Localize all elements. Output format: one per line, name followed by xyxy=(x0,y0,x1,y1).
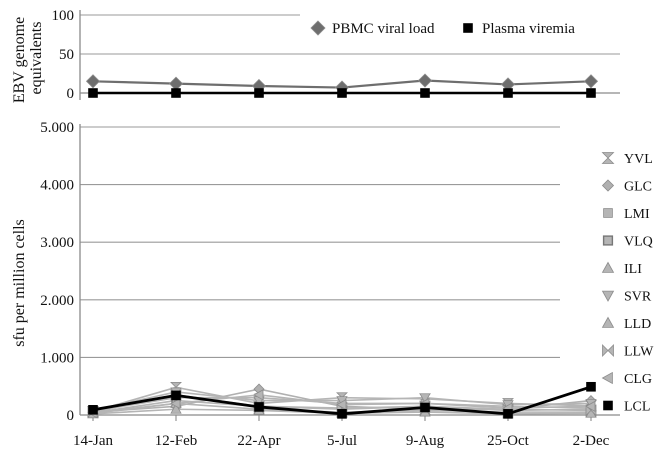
bottom-series-9-point-3 xyxy=(338,409,347,418)
top-panel: 0 50 100 EBV genome equivalents PBMC viral… xyxy=(11,8,620,103)
x-tick-label-5: 25-Oct xyxy=(487,433,529,449)
top-series-group xyxy=(87,74,598,97)
bottom-legend-label-6: LLD xyxy=(624,317,651,332)
top-series-1-point-3 xyxy=(338,89,347,98)
bottom-legend: YVL GLC LMI VLQ ILI SVR LLD LLW CLG LCL xyxy=(603,152,655,415)
top-legend-label-1: Plasma viremia xyxy=(482,21,575,37)
top-series-1-point-5 xyxy=(504,89,513,98)
bottom-y-tick-1: 1.000 xyxy=(40,350,74,366)
bottom-y-tick-labels: 0 1.000 2.000 3.000 4.000 5.000 xyxy=(40,120,74,424)
top-y-axis-label-line2: equivalents xyxy=(28,22,45,95)
bottom-legend-marker-7 xyxy=(603,345,614,356)
bottom-series-9-point-4 xyxy=(421,403,430,412)
x-tick-labels: 14-Jan 12-Feb 22-Apr 5-Jul 9-Aug 25-Oct 2-Dec xyxy=(73,433,610,449)
top-y-tick-100: 100 xyxy=(52,8,75,24)
bottom-legend-marker-1 xyxy=(603,180,614,191)
bottom-legend-label-9: LCL xyxy=(624,400,650,415)
bottom-gridlines xyxy=(80,127,560,357)
top-series-0-point-0 xyxy=(87,75,100,88)
bottom-legend-marker-8 xyxy=(603,373,613,384)
top-y-tick-0: 0 xyxy=(67,86,75,102)
bottom-legend-label-2: LMI xyxy=(624,207,650,222)
bottom-y-tick-2: 2.000 xyxy=(40,293,74,309)
top-series-1-point-4 xyxy=(421,89,430,98)
top-series-1-point-1 xyxy=(172,89,181,98)
bottom-legend-marker-2 xyxy=(604,209,613,218)
bottom-legend-marker-9 xyxy=(604,401,613,410)
x-tick-label-1: 12-Feb xyxy=(155,433,198,449)
top-legend: PBMC viral load Plasma viremia xyxy=(311,21,575,37)
x-tick-label-6: 2-Dec xyxy=(573,433,610,449)
top-y-axis-label-line1: EBV genome xyxy=(11,17,28,103)
bottom-panel: 0 1.000 2.000 3.000 4.000 5.000 sfu per milli… xyxy=(11,120,654,449)
bottom-y-tick-5: 5.000 xyxy=(40,120,74,136)
bottom-legend-label-4: ILI xyxy=(624,262,642,277)
bottom-legend-marker-3 xyxy=(604,236,613,245)
bottom-legend-label-3: VLQ xyxy=(624,235,653,250)
bottom-legend-label-7: LLW xyxy=(624,345,654,360)
top-y-tick-50: 50 xyxy=(59,47,74,63)
bottom-y-tick-3: 3.000 xyxy=(40,235,74,251)
figure: 0 50 100 EBV genome equivalents PBMC viral… xyxy=(0,0,663,452)
bottom-series-9-point-0 xyxy=(89,405,98,414)
top-legend-label-0: PBMC viral load xyxy=(332,21,435,37)
bottom-legend-marker-5 xyxy=(603,291,614,301)
bottom-legend-label-8: CLG xyxy=(624,372,652,387)
x-tick-label-0: 14-Jan xyxy=(73,433,113,449)
x-tick-label-4: 9-Aug xyxy=(406,433,445,449)
bottom-y-axis-label: sfu per million cells xyxy=(11,219,28,347)
top-series-1-point-2 xyxy=(255,89,264,98)
top-series-1-point-0 xyxy=(89,89,98,98)
top-series-0-point-1 xyxy=(170,77,183,90)
bottom-series-9-point-2 xyxy=(255,403,264,412)
x-tick-label-3: 5-Jul xyxy=(327,433,357,449)
top-series-0-point-4 xyxy=(419,74,432,87)
bottom-series-9-point-1 xyxy=(172,391,181,400)
bottom-legend-marker-4 xyxy=(603,263,614,273)
bottom-y-tick-0: 0 xyxy=(67,408,75,424)
top-y-tick-labels: 0 50 100 xyxy=(52,8,75,102)
top-legend-marker-1 xyxy=(464,24,473,33)
bottom-legend-label-1: GLC xyxy=(624,180,652,195)
bottom-legend-label-5: SVR xyxy=(624,290,652,305)
top-y-axis-label: EBV genome equivalents xyxy=(11,13,45,103)
top-legend-marker-0 xyxy=(311,21,325,35)
x-tick-label-2: 22-Apr xyxy=(237,433,280,449)
top-series-1-point-6 xyxy=(587,89,596,98)
bottom-series-9-point-5 xyxy=(504,409,513,418)
bottom-legend-label-0: YVL xyxy=(624,152,653,167)
top-series-0-point-6 xyxy=(585,75,598,88)
bottom-series-9-point-6 xyxy=(587,382,596,391)
bottom-legend-marker-0 xyxy=(603,153,614,164)
bottom-series-group xyxy=(88,382,596,418)
bottom-legend-marker-6 xyxy=(603,318,614,328)
bottom-y-tick-4: 4.000 xyxy=(40,178,74,194)
